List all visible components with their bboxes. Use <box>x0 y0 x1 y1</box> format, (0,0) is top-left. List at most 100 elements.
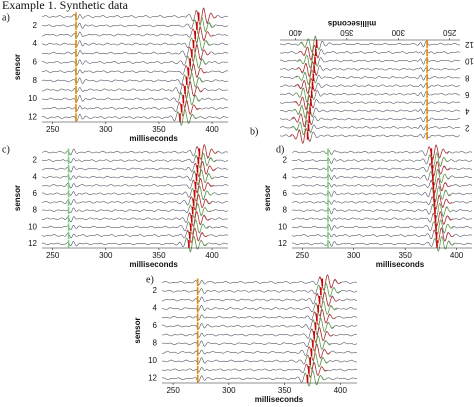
y-tick-label: 2 <box>33 156 38 165</box>
arrival-wavelet <box>306 353 330 370</box>
arrival-wavelet <box>189 202 211 219</box>
arrival-wavelet <box>190 35 212 53</box>
arrival-wavelet <box>188 211 211 227</box>
y-tick-label: 6 <box>33 58 38 67</box>
arrival-wavelet <box>183 72 206 90</box>
trace <box>41 72 229 89</box>
arrival-wavelet <box>311 318 335 335</box>
trace <box>161 353 358 370</box>
arrival-wavelet <box>318 274 342 291</box>
arrival-wavelet <box>185 236 208 252</box>
y-tick-label: 12 <box>464 40 473 49</box>
y-tick-label: 12 <box>148 374 157 383</box>
panel: 2 4 6 8 10 12 250 300 350 400 milliseconds sensor <box>133 274 358 404</box>
arrival-wavelet <box>176 109 199 126</box>
y-axis-label: sensor <box>263 185 272 211</box>
arrival-wavelet <box>428 161 451 177</box>
arrival-wavelet <box>293 86 316 102</box>
trace <box>279 61 461 77</box>
trace <box>41 90 229 108</box>
trace <box>42 64 229 80</box>
arrival-wavelet <box>186 54 209 71</box>
trace <box>161 362 358 377</box>
y-axis-label: sensor <box>13 185 22 211</box>
y-tick-label: 6 <box>283 189 288 198</box>
y-tick-label: 2 <box>464 123 469 132</box>
trace <box>41 235 229 253</box>
arrival-wavelet <box>431 194 453 210</box>
trace <box>41 108 228 126</box>
arrival-wavelet <box>298 36 321 52</box>
y-axis-label: sensor <box>13 54 22 80</box>
trace <box>161 343 358 362</box>
y-tick-label: 6 <box>33 189 38 198</box>
arrival-wavelet <box>429 178 452 194</box>
arrival-wavelet <box>427 144 450 160</box>
x-tick-label: 350 <box>340 28 354 37</box>
x-tick-label: 250 <box>46 251 60 260</box>
arrival-wavelet <box>431 202 453 219</box>
arrival-wavelet <box>191 26 214 44</box>
arrival-wavelet <box>194 153 217 168</box>
y-tick-label: 10 <box>28 94 37 103</box>
x-tick-label: 400 <box>334 386 348 395</box>
arrival-wavelet <box>433 228 455 243</box>
trace <box>161 283 358 300</box>
arrival-wavelet <box>193 161 216 177</box>
arrival-wavelet <box>303 370 327 387</box>
trace <box>279 35 461 53</box>
arrival-wavelet <box>298 45 320 61</box>
x-tick-label: 400 <box>450 251 464 260</box>
arrival-wavelet <box>429 169 451 185</box>
figure-title: Example 1. Synthetic data <box>2 0 129 12</box>
arrival-wavelet <box>315 291 339 308</box>
x-tick-label: 350 <box>398 251 412 260</box>
y-tick-label: 6 <box>153 321 158 330</box>
arrival-wavelet <box>188 44 211 62</box>
y-tick-label: 2 <box>153 286 158 295</box>
x-tick-label: 400 <box>205 251 219 260</box>
panel-label: d) <box>276 144 284 155</box>
y-tick-label: 8 <box>283 206 288 215</box>
panel-label: e) <box>146 274 154 285</box>
x-tick-label: 300 <box>222 386 236 395</box>
arrival-wavelet <box>296 61 318 77</box>
y-tick-label: 8 <box>33 206 38 215</box>
x-axis-label: milliseconds <box>129 134 178 143</box>
arrival-wavelet <box>291 111 313 127</box>
panel: 2 4 6 8 10 12 250 300 350 400 milliseconds sensor <box>13 144 229 269</box>
x-axis-label: milliseconds <box>327 19 376 28</box>
trace <box>291 211 473 226</box>
x-tick-label: 300 <box>391 28 405 37</box>
y-tick-label: 4 <box>464 107 469 116</box>
trace <box>291 178 473 193</box>
arrival-wavelet <box>314 300 338 317</box>
y-tick-label: 10 <box>278 222 287 231</box>
trace <box>292 160 473 176</box>
arrival-wavelet <box>430 186 452 202</box>
panel-label: b) <box>250 126 258 137</box>
trace <box>161 327 358 343</box>
trace <box>41 44 229 62</box>
arrival-wavelet <box>195 144 218 160</box>
trace <box>41 36 229 53</box>
arrival-wavelet <box>195 8 217 25</box>
y-tick-label: 12 <box>278 239 287 248</box>
y-tick-label: 10 <box>28 222 37 231</box>
arrival-wavelet <box>305 361 328 378</box>
panel-label: c) <box>2 144 10 155</box>
trace <box>162 291 358 308</box>
panel-label: a) <box>2 12 10 23</box>
x-tick-label: 350 <box>152 251 166 260</box>
y-tick-label: 8 <box>153 339 158 348</box>
y-tick-label: 2 <box>283 156 288 165</box>
x-tick-label: 300 <box>99 251 113 260</box>
y-tick-label: 2 <box>33 21 38 30</box>
trace <box>291 186 473 203</box>
trace <box>292 152 473 168</box>
x-tick-label: 250 <box>166 386 180 395</box>
arrival-wavelet <box>179 90 202 108</box>
trace <box>291 195 473 210</box>
trace <box>41 194 229 211</box>
